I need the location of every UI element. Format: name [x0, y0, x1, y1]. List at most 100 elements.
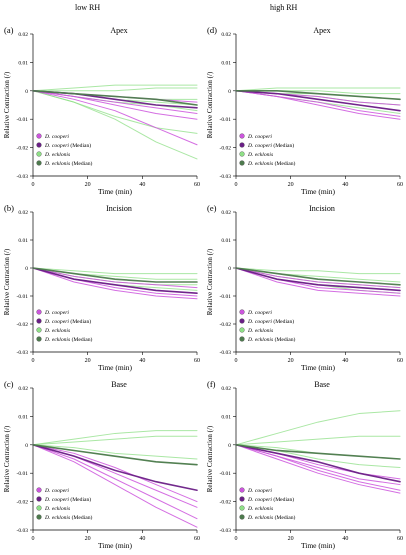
y-tick-label: 0 [25, 443, 28, 449]
series-line-ecklonis-median [32, 444, 198, 466]
panel-label-f: (f) [207, 379, 216, 389]
legend-species: D. cooperi [247, 497, 272, 503]
y-tick-label: 0.01 [18, 238, 28, 244]
panel-label-d: (d) [207, 25, 217, 35]
x-tick-label: 40 [342, 182, 348, 188]
legend-marker-ecklonis [239, 505, 245, 511]
x-tick-label: 20 [288, 358, 294, 364]
legend-species: D. ecklonis [247, 328, 273, 334]
x-tick-label: 20 [85, 182, 91, 188]
x-tick-label: 0 [32, 182, 35, 188]
series-line-cooperi [32, 267, 198, 300]
y-tick-label: 0 [228, 443, 231, 449]
legend-label: D. cooperi (Median) [247, 496, 294, 503]
series-line-cooperi-median [32, 444, 198, 492]
legend-species: D. cooperi [44, 488, 69, 494]
y-tick-label: -0.03 [220, 528, 232, 534]
x-tick-label: 20 [288, 536, 294, 542]
x-tick-label: 0 [235, 536, 238, 542]
series-line-ecklonis-median [32, 267, 198, 283]
x-tick-label: 60 [194, 536, 200, 542]
x-axis-label: Time (min) [301, 363, 336, 372]
series-line-cooperi-median [235, 267, 401, 292]
x-tick-label: 40 [342, 358, 348, 364]
legend-label: D. ecklonis (Median) [44, 514, 93, 521]
y-tick-label: -0.01 [17, 117, 29, 123]
legend-label: D. cooperi (Median) [44, 142, 91, 149]
x-tick-label: 60 [194, 358, 200, 364]
x-tick-label: 20 [85, 358, 91, 364]
chart-panel-e: (e) Incision 0.02 0.01 0 -0.01 -0.02 -0.03 0 20 40… [203, 196, 406, 372]
legend-marker-ecklonis [36, 151, 42, 157]
y-axis-label: Relative Contraction (/) [3, 71, 11, 138]
y-tick-label: -0.02 [220, 146, 232, 152]
legend-label: D. cooperi (Median) [247, 142, 294, 149]
y-tick-label: -0.01 [17, 471, 29, 477]
legend-label: D. cooperi [247, 488, 272, 494]
y-tick-label: 0.01 [18, 60, 28, 66]
series-line-cooperi [32, 444, 198, 503]
series-line-ecklonis [235, 87, 401, 92]
legend-species: D. cooperi [44, 310, 69, 316]
legend-marker-ecklonis [239, 151, 245, 157]
y-tick-label: 0 [228, 89, 231, 95]
y-tick-label: 0.02 [221, 386, 231, 392]
legend-marker-ecklonis-median [36, 336, 42, 342]
y-tick-label: -0.01 [220, 117, 232, 123]
legend-species: D. ecklonis [44, 328, 70, 334]
legend-label: D. ecklonis [247, 506, 273, 512]
y-tick-label: 0.01 [221, 414, 231, 420]
chart-title-b: Incision [106, 204, 132, 213]
y-tick-label: -0.03 [17, 174, 29, 180]
x-tick-label: 40 [139, 182, 145, 188]
legend-marker-ecklonis [36, 327, 42, 333]
legend-species: D. cooperi [44, 497, 69, 503]
legend-label: D. ecklonis [247, 152, 273, 158]
chart-panel-b: (b) Incision 0.02 0.01 0 -0.01 -0.02 -0.03 0 20 40… [0, 196, 203, 372]
legend-label: D. ecklonis [247, 328, 273, 334]
legend-label: D. ecklonis (Median) [44, 160, 93, 167]
legend-species: D. ecklonis [44, 506, 70, 512]
legend-suffix: (Median) [70, 514, 92, 521]
legend-marker-cooperi-median [239, 496, 245, 502]
x-tick-label: 60 [397, 536, 403, 542]
x-tick-label: 0 [32, 536, 35, 542]
series-line-cooperi [235, 267, 401, 297]
legend-species: D. cooperi [247, 143, 272, 149]
legend-suffix: (Median) [273, 336, 295, 343]
y-tick-label: 0 [25, 89, 28, 95]
y-tick-label: 0 [25, 266, 28, 272]
series-line-cooperi [235, 444, 401, 491]
legend-marker-ecklonis-median [239, 514, 245, 520]
x-tick-label: 60 [194, 182, 200, 188]
y-tick-label: -0.03 [220, 350, 232, 356]
legend-label: D. cooperi [44, 134, 69, 140]
legend-species: D. cooperi [44, 134, 69, 140]
y-tick-label: 0.02 [221, 32, 231, 38]
series-line-ecklonis [32, 430, 198, 446]
series-line-cooperi-median [235, 444, 401, 483]
y-tick-label: -0.02 [220, 322, 232, 328]
series-line-ecklonis [32, 435, 198, 446]
series-line-ecklonis-median [235, 90, 401, 101]
series-line-cooperi [235, 444, 401, 494]
series-line-ecklonis [235, 435, 401, 446]
legend-marker-ecklonis-median [36, 160, 42, 166]
y-tick-label: -0.02 [17, 500, 29, 506]
legend-marker-cooperi [36, 133, 42, 139]
series-line-ecklonis [235, 410, 401, 446]
legend-label: D. ecklonis (Median) [44, 336, 93, 343]
series-line-cooperi [235, 90, 401, 120]
chart-title-f: Base [314, 380, 330, 389]
series-line-ecklonis [235, 267, 401, 275]
legend-label: D. cooperi (Median) [247, 318, 294, 325]
y-tick-label: 0.01 [221, 60, 231, 66]
series-line-cooperi-median [235, 90, 401, 112]
series-line-cooperi [32, 444, 198, 520]
column-title-high-rh: high RH [270, 3, 298, 12]
x-tick-label: 40 [139, 358, 145, 364]
legend-species: D. cooperi [247, 310, 272, 316]
